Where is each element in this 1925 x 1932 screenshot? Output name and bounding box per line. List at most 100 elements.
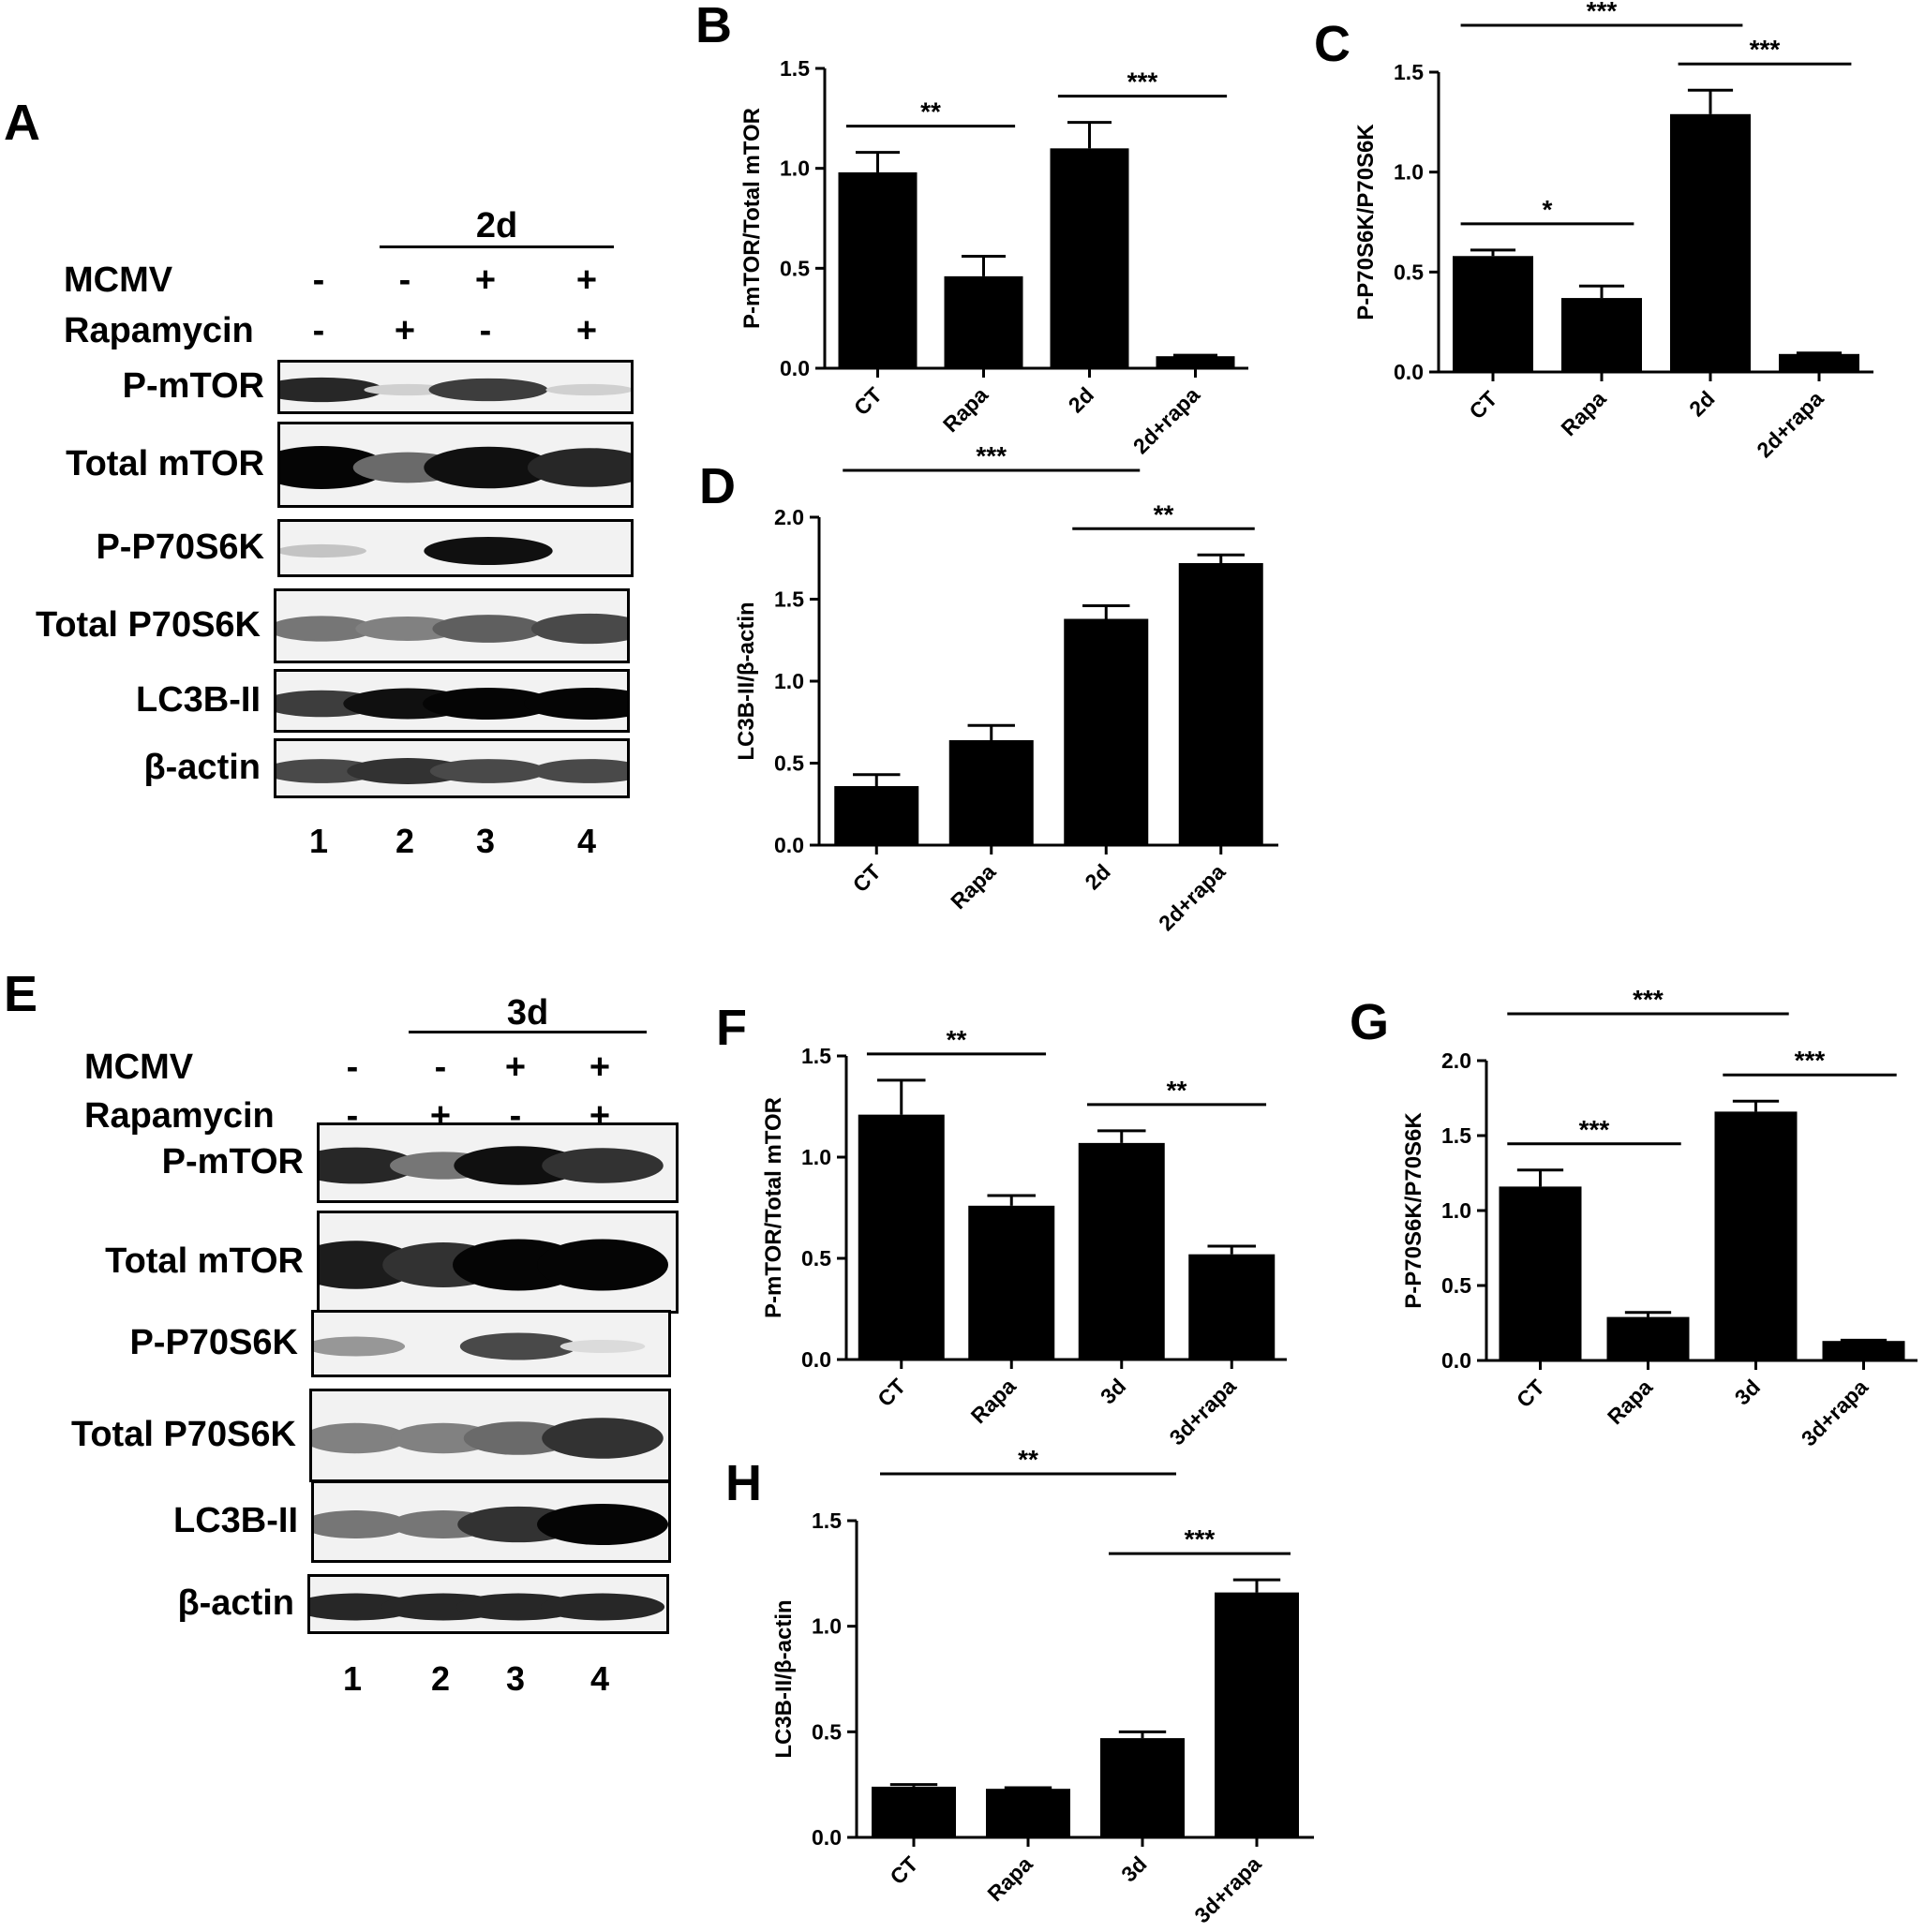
timepoint-bracket-line xyxy=(409,1031,647,1033)
significance-label: ** xyxy=(920,97,941,126)
significance-label: *** xyxy=(1587,0,1618,25)
blot-band xyxy=(454,1146,583,1185)
y-axis-label: LC3B-II/β-actin xyxy=(734,602,759,760)
blot-band xyxy=(530,613,627,645)
blot-band xyxy=(347,758,469,784)
blot-band xyxy=(524,688,627,720)
timepoint-label: 3d xyxy=(506,993,549,1033)
bar xyxy=(1779,353,1859,372)
y-axis-label: LC3B-II/β-actin xyxy=(771,1599,797,1758)
bar xyxy=(1215,1592,1299,1837)
y-tick-label: 0.5 xyxy=(1441,1273,1471,1298)
blot-band xyxy=(429,759,547,783)
blot-band xyxy=(364,383,452,396)
bar xyxy=(986,1789,1070,1837)
lane-number: 2 xyxy=(430,1659,451,1698)
blot-band xyxy=(280,446,387,489)
significance-label: *** xyxy=(1579,1115,1610,1144)
bar xyxy=(1064,618,1149,845)
significance-label: *** xyxy=(1795,1046,1826,1075)
blot-band xyxy=(314,1510,409,1538)
bar xyxy=(1188,1254,1276,1360)
significance-label: *** xyxy=(1127,67,1158,97)
y-tick-label: 1.0 xyxy=(812,1614,842,1639)
blot-strip xyxy=(277,360,634,414)
y-tick-label: 1.5 xyxy=(774,587,804,612)
lane-number: 4 xyxy=(589,1659,610,1698)
y-tick-label: 1.5 xyxy=(780,56,810,81)
y-tick-label: 1.0 xyxy=(801,1145,831,1169)
bar xyxy=(1078,1142,1165,1360)
mcmv-label: MCMV xyxy=(84,1048,194,1087)
y-tick-label: 0.0 xyxy=(801,1347,831,1372)
blot-row-label: P-mTOR xyxy=(161,1142,304,1181)
y-tick-label: 1.5 xyxy=(812,1508,842,1533)
significance-label: * xyxy=(1543,195,1553,224)
bar xyxy=(1561,298,1642,372)
rapamycin-label: Rapamycin xyxy=(84,1096,275,1136)
rapamycin-sign: + xyxy=(575,311,598,350)
blot-band xyxy=(540,1593,665,1621)
mcmv-sign: - xyxy=(346,1048,359,1087)
blot-strip xyxy=(277,422,634,508)
bar xyxy=(1453,256,1533,372)
blot-band xyxy=(432,615,545,643)
panel-letter-b: B xyxy=(695,0,732,53)
mcmv-sign: - xyxy=(398,260,411,300)
y-axis-label: P-mTOR/Total mTOR xyxy=(761,1097,786,1318)
blot-band xyxy=(424,446,553,489)
blot-band xyxy=(428,378,548,402)
y-tick-label: 0.0 xyxy=(774,833,804,857)
timepoint-bracket-line xyxy=(380,245,614,248)
rapamycin-label: Rapamycin xyxy=(64,311,254,350)
y-tick-label: 0.0 xyxy=(812,1825,842,1850)
y-axis-label: P-mTOR/Total mTOR xyxy=(739,108,765,329)
y-tick-label: 0.5 xyxy=(812,1719,842,1744)
bar xyxy=(858,1114,945,1360)
bar xyxy=(1100,1738,1185,1837)
bar xyxy=(1050,148,1129,368)
significance-label: *** xyxy=(976,441,1007,470)
bar xyxy=(1178,563,1263,845)
blot-band xyxy=(545,383,631,396)
y-tick-label: 0.5 xyxy=(774,751,804,776)
blot-strip xyxy=(317,1122,679,1203)
mcmv-label: MCMV xyxy=(64,260,173,300)
y-tick-label: 0.0 xyxy=(780,356,810,380)
significance-label: ** xyxy=(1154,499,1174,528)
blot-strip xyxy=(309,1389,671,1482)
panel-letter-e: E xyxy=(4,966,38,1022)
y-tick-label: 1.0 xyxy=(774,669,804,693)
blot-band xyxy=(355,617,460,641)
blot-band xyxy=(537,1504,668,1545)
x-tick-label: Rapa xyxy=(982,1851,1037,1906)
mcmv-sign: + xyxy=(575,260,598,300)
mcmv-sign: + xyxy=(504,1048,527,1087)
blot-strip xyxy=(317,1211,679,1314)
y-tick-label: 0.0 xyxy=(1441,1348,1471,1373)
bar xyxy=(1499,1186,1582,1360)
y-tick-label: 1.0 xyxy=(780,156,810,181)
x-tick-label: 3d+rapa xyxy=(1189,1851,1265,1927)
significance-label: *** xyxy=(1750,35,1781,64)
blot-row-label: Total P70S6K xyxy=(70,1415,296,1454)
blot-band xyxy=(463,1421,574,1455)
panel-letter-c: C xyxy=(1314,16,1350,72)
blot-row-label: LC3B-II xyxy=(173,1501,298,1540)
bar xyxy=(1670,113,1751,373)
y-tick-label: 0.0 xyxy=(1394,360,1424,384)
panel-letter-d: D xyxy=(699,458,736,514)
blot-row-label: Total mTOR xyxy=(66,444,264,483)
bar xyxy=(1822,1341,1905,1360)
significance-label: *** xyxy=(1633,985,1664,1014)
x-tick-label: CT xyxy=(885,1851,922,1889)
y-tick-label: 1.5 xyxy=(1394,60,1424,84)
y-tick-label: 2.0 xyxy=(1441,1048,1471,1073)
lane-number: 3 xyxy=(505,1659,526,1698)
y-tick-label: 1.5 xyxy=(801,1044,831,1068)
blot-strip xyxy=(311,1310,671,1377)
